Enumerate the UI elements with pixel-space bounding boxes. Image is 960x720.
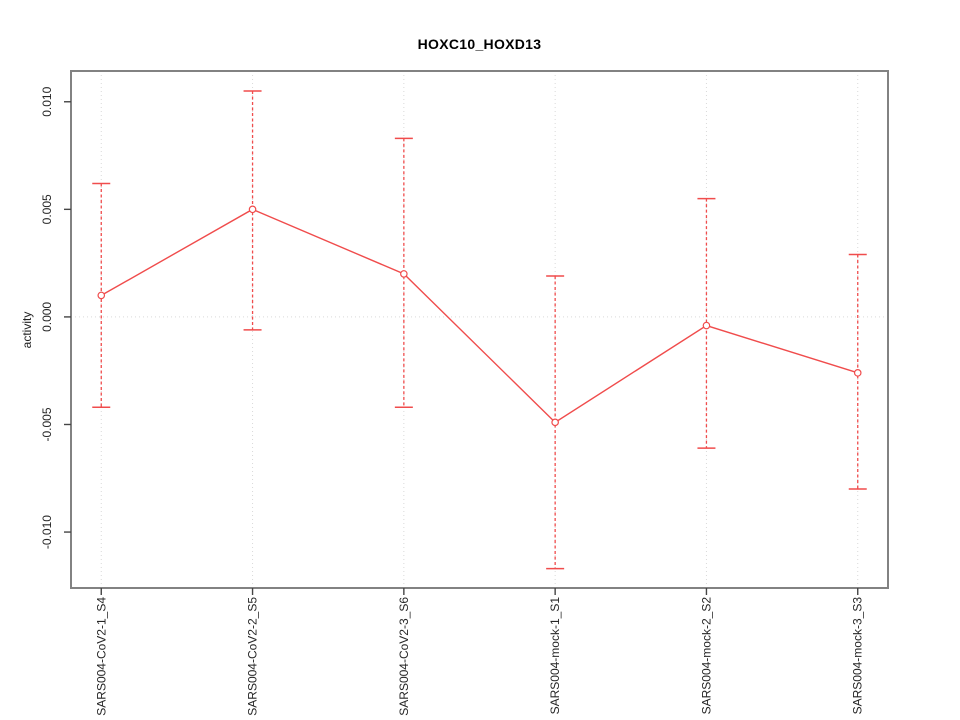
series-line xyxy=(100,208,858,424)
plot-box xyxy=(70,70,889,589)
chart-title: HOXC10_HOXD13 xyxy=(417,36,542,52)
y-tick-label: 0.000 xyxy=(40,302,54,332)
data-point-marker xyxy=(853,369,862,377)
y-tick-label: 0.010 xyxy=(40,86,54,116)
data-point-marker xyxy=(97,291,106,300)
data-point-marker xyxy=(702,321,711,330)
x-tick-label: SARS004-CoV2-2_S5 xyxy=(246,597,260,716)
data-point-marker xyxy=(551,418,559,427)
y-tick-label: 0.005 xyxy=(40,194,54,224)
y-axis-label: activity xyxy=(20,311,34,349)
x-tick-label: SARS004-mock-3_S3 xyxy=(851,597,865,715)
x-tick-label: SARS004-CoV2-1_S4 xyxy=(94,597,108,716)
data-point-marker xyxy=(400,270,408,278)
x-tick-label: SARS004-mock-2_S2 xyxy=(699,597,713,715)
y-tick-label: -0.010 xyxy=(40,515,54,549)
y-tick-label: -0.005 xyxy=(40,407,54,441)
x-tick-label: SARS004-CoV2-3_S6 xyxy=(397,597,411,716)
data-point-marker xyxy=(248,205,257,214)
x-tick-label: SARS004-mock-1_S1 xyxy=(548,597,562,715)
